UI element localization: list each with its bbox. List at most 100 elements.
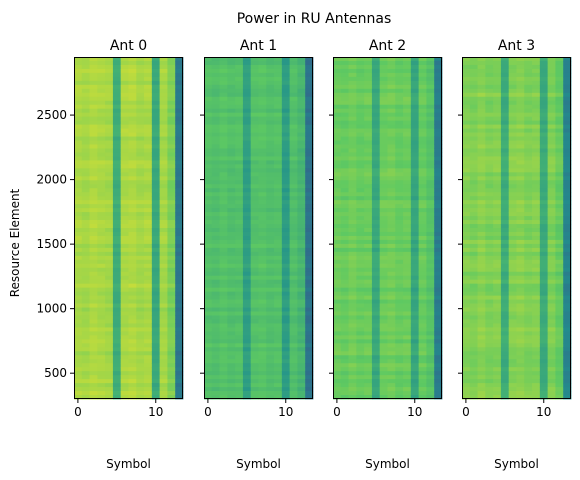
heatmap-cell <box>159 104 168 110</box>
heatmap-cell <box>379 140 388 145</box>
heatmap-cell <box>175 243 184 249</box>
heatmap-cell <box>250 64 259 70</box>
heatmap-cell <box>305 315 314 320</box>
heatmap-cell <box>348 192 357 197</box>
heatmap-cell <box>74 295 83 300</box>
heatmap-cell <box>434 172 443 177</box>
heatmap-cell <box>477 371 486 376</box>
heatmap-cell <box>469 172 478 177</box>
heatmap-cell <box>144 355 153 360</box>
heatmap-cell <box>516 180 525 185</box>
heatmap-cell <box>508 283 517 289</box>
heatmap-cell <box>120 192 129 197</box>
heatmap-cell <box>532 363 541 368</box>
heatmap-cell <box>136 295 145 300</box>
heatmap-cell <box>371 100 381 106</box>
heatmap-cell <box>434 375 443 380</box>
heatmap-cell <box>508 128 517 133</box>
heatmap-cell <box>524 72 533 78</box>
heatmap-cell <box>297 263 306 269</box>
heatmap-cell <box>219 367 228 372</box>
heatmap-cell <box>508 192 517 197</box>
heatmap-cell <box>89 235 98 241</box>
heatmap-cell <box>387 188 396 193</box>
heatmap-cell <box>297 57 306 62</box>
heatmap-cell <box>105 108 114 114</box>
heatmap-cell <box>242 271 252 277</box>
heatmap-cell <box>524 88 533 94</box>
heatmap-cell <box>258 379 267 384</box>
heatmap-cell <box>379 367 388 372</box>
heatmap-cell <box>469 188 478 193</box>
heatmap-cell <box>136 299 145 304</box>
heatmap-cell <box>340 224 349 229</box>
heatmap-cell <box>477 72 486 78</box>
heatmap-cell <box>524 387 533 392</box>
heatmap-cell <box>469 228 478 233</box>
heatmap-cell <box>297 307 306 312</box>
heatmap-cell <box>387 235 396 241</box>
heatmap-cell <box>333 279 342 285</box>
heatmap-cell <box>485 152 494 157</box>
heatmap-cell <box>258 319 267 324</box>
heatmap-cell <box>175 148 184 153</box>
heatmap-cell <box>500 80 510 86</box>
heatmap-cell <box>340 152 349 157</box>
heatmap-cell <box>539 112 549 118</box>
heatmap-cell <box>555 128 564 133</box>
heatmap-cell <box>227 275 236 281</box>
heatmap-cell <box>462 283 471 289</box>
heatmap-cell <box>167 291 176 297</box>
heatmap-cell <box>235 96 244 102</box>
heatmap-cell <box>410 231 420 237</box>
heatmap-cell <box>175 363 184 368</box>
heatmap-cell <box>242 319 252 324</box>
heatmap-cell <box>356 108 365 114</box>
heatmap-cell <box>387 60 396 66</box>
heatmap-cell <box>305 76 314 82</box>
heatmap-cell <box>410 311 420 316</box>
heatmap-cell <box>410 152 420 157</box>
heatmap-cell <box>516 263 525 269</box>
heatmap-cell <box>340 68 349 74</box>
y-tick-label: 2500 <box>36 108 67 122</box>
heatmap-cell <box>469 343 478 348</box>
heatmap-cell <box>532 136 541 141</box>
heatmap-cell <box>532 323 541 328</box>
heatmap-cell <box>297 60 306 66</box>
heatmap-cell <box>219 116 228 122</box>
heatmap-cell <box>266 132 275 137</box>
heatmap-cell <box>274 92 283 98</box>
heatmap-cell <box>387 299 396 304</box>
heatmap-cell <box>128 192 137 197</box>
heatmap-cell <box>434 136 443 141</box>
heatmap-cell <box>250 287 259 293</box>
heatmap-cell <box>516 88 525 94</box>
heatmap-cell <box>175 124 184 129</box>
heatmap-cell <box>175 200 184 205</box>
heatmap-cell <box>204 64 213 70</box>
heatmap-cell <box>266 208 275 213</box>
heatmap-cell <box>379 319 388 324</box>
heatmap-cell <box>159 295 168 300</box>
ant-3-title: Ant 3 <box>498 38 535 54</box>
heatmap-cell <box>403 311 412 316</box>
heatmap-cell <box>539 287 549 293</box>
heatmap-cell <box>485 239 494 245</box>
heatmap-cell <box>266 176 275 181</box>
heatmap-cell <box>159 243 168 249</box>
heatmap-cell <box>74 287 83 293</box>
heatmap-cell <box>227 160 236 165</box>
heatmap-cell <box>204 283 213 289</box>
heatmap-cell <box>266 319 275 324</box>
heatmap-cell <box>410 92 420 98</box>
heatmap-cell <box>97 208 106 213</box>
heatmap-cell <box>340 220 349 225</box>
heatmap-cell <box>105 375 114 380</box>
heatmap-cell <box>211 323 220 328</box>
heatmap-cell <box>227 243 236 249</box>
heatmap-cell <box>500 367 510 372</box>
heatmap-cell <box>493 383 502 388</box>
heatmap-cell <box>555 375 564 380</box>
heatmap-cell <box>250 156 259 161</box>
